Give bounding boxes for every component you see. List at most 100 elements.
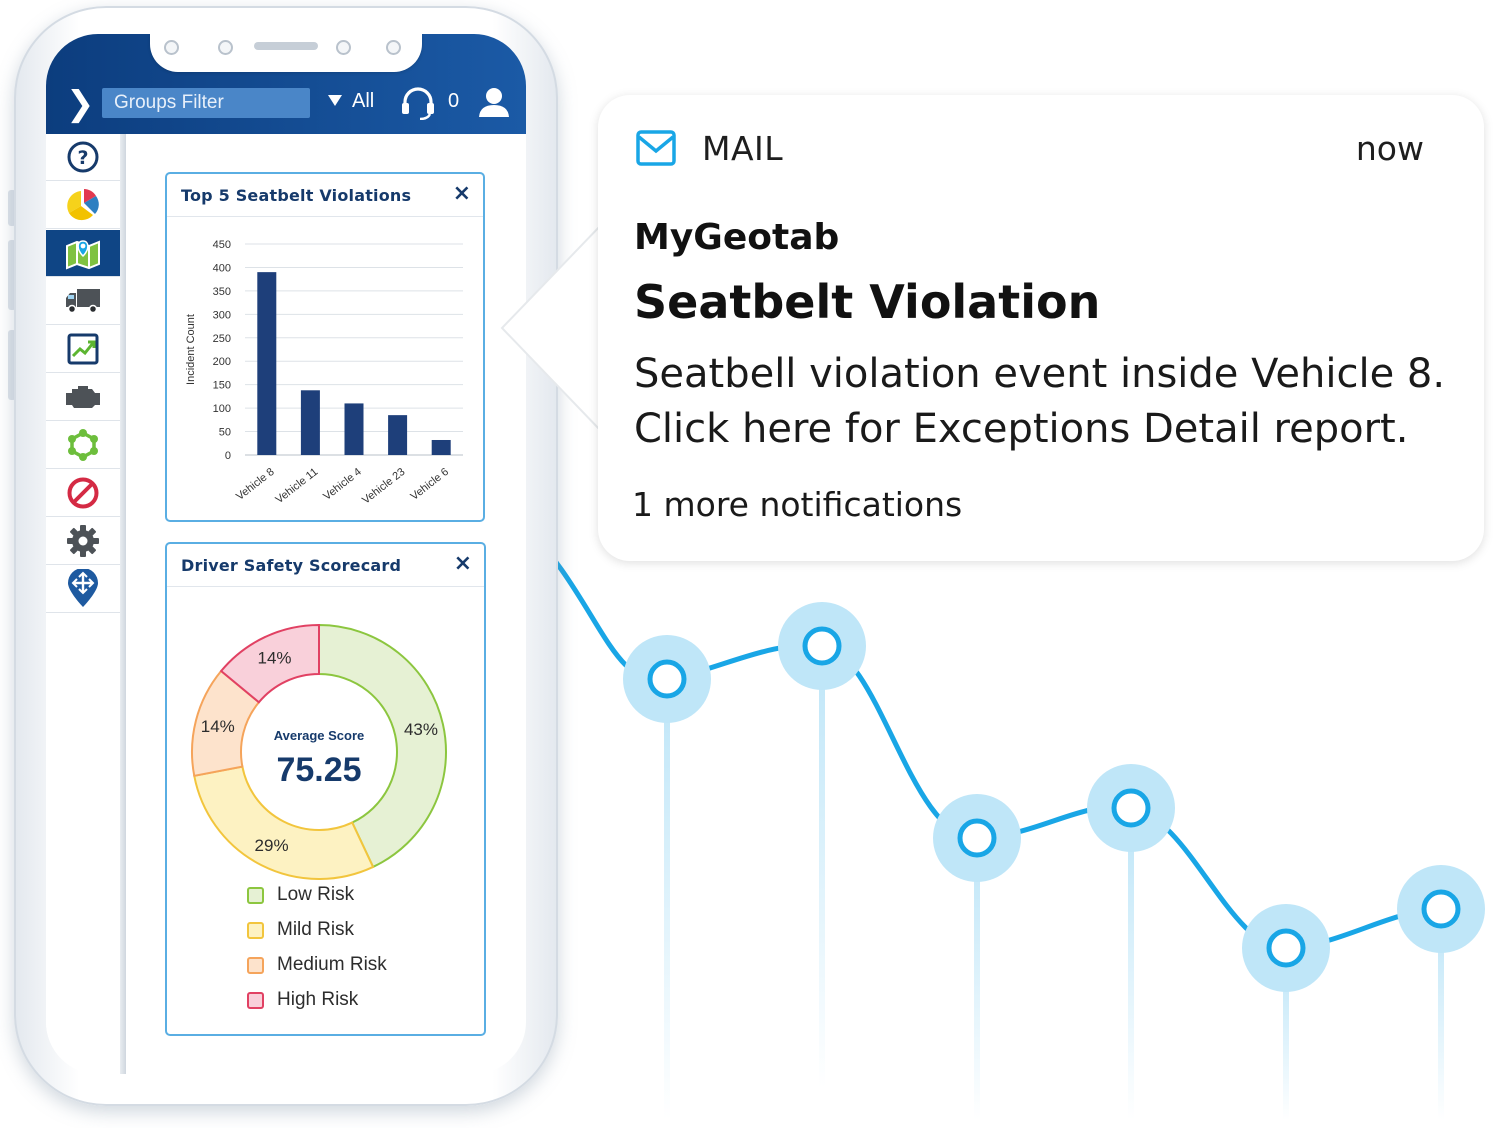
gear-icon bbox=[67, 525, 99, 557]
notification-title: Seatbelt Violation bbox=[634, 275, 1101, 329]
bar bbox=[257, 272, 277, 455]
sidebar-item-settings[interactable] bbox=[46, 518, 120, 565]
more-notifications-link[interactable]: 1 more notifications bbox=[632, 485, 963, 524]
mail-notification[interactable]: MAIL now MyGeotab Seatbelt Violation Sea… bbox=[598, 95, 1484, 561]
y-tick-label: 450 bbox=[213, 239, 231, 251]
sidebar-item-engine[interactable] bbox=[46, 374, 120, 421]
notification-body-line: Seatbell violation event inside Vehicle … bbox=[634, 351, 1446, 397]
phone-side-button bbox=[8, 190, 16, 226]
phone-volume-down bbox=[8, 330, 16, 400]
legend-label: High Risk bbox=[277, 989, 359, 1010]
phone-screen: ❯ Groups Filter All 0 ? bbox=[46, 34, 526, 1074]
mail-icon bbox=[636, 130, 676, 166]
user-icon[interactable] bbox=[478, 86, 510, 118]
card-title: Top 5 Seatbelt Violations bbox=[181, 186, 412, 205]
legend-label: Medium Risk bbox=[277, 954, 387, 975]
legend-label: Low Risk bbox=[277, 884, 355, 905]
legend-item: Low Risk bbox=[247, 884, 354, 906]
donut-slice bbox=[219, 623, 320, 704]
dropdown-arrow-icon[interactable] bbox=[328, 95, 342, 106]
legend-swatch bbox=[247, 886, 264, 904]
notification-count: 0 bbox=[448, 90, 460, 112]
slice-label: 29% bbox=[255, 836, 289, 855]
help-icon: ? bbox=[67, 141, 99, 173]
card-divider bbox=[167, 586, 484, 587]
x-tick-label: Vehicle 4 bbox=[321, 466, 364, 503]
notch-speaker bbox=[254, 42, 318, 50]
x-tick-label: Vehicle 8 bbox=[234, 466, 277, 503]
bar bbox=[344, 403, 364, 455]
notification-app-name: MAIL bbox=[702, 129, 784, 168]
donut-slice bbox=[318, 623, 447, 869]
close-icon[interactable]: × bbox=[452, 181, 471, 206]
close-icon[interactable]: × bbox=[453, 551, 472, 576]
pie-chart-icon bbox=[67, 189, 99, 221]
trend-markers bbox=[623, 602, 1485, 992]
y-tick-label: 100 bbox=[213, 403, 231, 415]
map-icon bbox=[66, 240, 100, 270]
groups-all-selector[interactable]: All bbox=[352, 90, 375, 112]
slice-label: 43% bbox=[404, 720, 438, 739]
sidebar-item-help[interactable]: ? bbox=[46, 134, 120, 181]
sidebar-item-dashboard[interactable] bbox=[46, 182, 120, 229]
zones-icon bbox=[68, 429, 98, 461]
card-title: Driver Safety Scorecard bbox=[181, 556, 402, 575]
y-tick-label: 300 bbox=[213, 309, 231, 321]
sidebar-item-vehicles[interactable] bbox=[46, 278, 120, 325]
bar bbox=[388, 415, 408, 455]
navigation-pin-icon bbox=[68, 569, 98, 607]
average-score-value: 75.25 bbox=[276, 751, 361, 789]
y-tick-label: 0 bbox=[225, 450, 231, 462]
sidebar-divider bbox=[120, 134, 126, 1074]
notch-sensor bbox=[336, 40, 351, 55]
sidebar-item-map[interactable] bbox=[46, 230, 120, 277]
sidebar-item-navigation[interactable] bbox=[46, 566, 120, 613]
slice-label: 14% bbox=[201, 717, 235, 736]
bar bbox=[300, 390, 320, 455]
notch-sensor bbox=[164, 40, 179, 55]
x-tick-label: Vehicle 23 bbox=[360, 466, 407, 507]
legend-swatch bbox=[247, 921, 264, 939]
legend-item: Mild Risk bbox=[247, 919, 354, 941]
donut-slice bbox=[193, 765, 375, 880]
sidebar-item-zones[interactable] bbox=[46, 422, 120, 469]
legend-label: Mild Risk bbox=[277, 919, 355, 940]
notch-camera bbox=[386, 40, 401, 55]
engine-icon bbox=[66, 386, 100, 408]
legend-swatch bbox=[247, 956, 264, 974]
phone-volume-up bbox=[8, 240, 16, 310]
notification-time: now bbox=[1355, 129, 1424, 168]
seatbelt-violations-card: Top 5 Seatbelt Violations × 0 50 100 150 200… bbox=[165, 172, 485, 522]
driver-safety-scorecard-card: Driver Safety Scorecard × 43% 29% 14% 14% Av… bbox=[165, 542, 486, 1036]
headset-icon[interactable] bbox=[400, 86, 436, 120]
x-tick-label: Vehicle 6 bbox=[408, 466, 451, 503]
y-tick-label: 400 bbox=[213, 262, 231, 274]
trend-pins bbox=[664, 658, 1444, 1120]
sidebar-item-reports[interactable] bbox=[46, 326, 120, 373]
notification-sender: MyGeotab bbox=[634, 217, 840, 258]
slice-label: 14% bbox=[257, 648, 291, 667]
bar bbox=[431, 439, 451, 455]
y-tick-label: 250 bbox=[213, 333, 231, 345]
y-tick-label: 200 bbox=[213, 356, 231, 368]
notification-body: Seatbell violation event inside Vehicle … bbox=[634, 347, 1464, 457]
menu-expand-icon[interactable]: ❯ bbox=[66, 84, 95, 124]
legend-item: High Risk bbox=[247, 989, 358, 1011]
truck-icon bbox=[66, 289, 100, 314]
y-axis-label: Incident Count bbox=[185, 314, 197, 385]
notch-sensor bbox=[218, 40, 233, 55]
notification-pointer bbox=[500, 224, 603, 433]
x-tick-label: Vehicle 11 bbox=[273, 466, 320, 506]
legend-swatch bbox=[247, 991, 264, 1009]
legend-item: Medium Risk bbox=[247, 954, 387, 976]
seatbelt-bar-chart: 0 50 100 150 200 250 300 350 400 450 Incident Coun… bbox=[185, 239, 463, 507]
svg-text:?: ? bbox=[77, 147, 88, 169]
no-entry-icon bbox=[67, 477, 99, 509]
card-divider bbox=[167, 216, 483, 217]
sidebar-item-exceptions[interactable] bbox=[46, 470, 120, 517]
trend-report-icon bbox=[67, 333, 99, 365]
average-score-label: Average Score bbox=[274, 728, 365, 743]
groups-filter-input[interactable]: Groups Filter bbox=[102, 88, 310, 118]
notification-body-line[interactable]: Click here for Exceptions Detail report. bbox=[634, 406, 1409, 452]
